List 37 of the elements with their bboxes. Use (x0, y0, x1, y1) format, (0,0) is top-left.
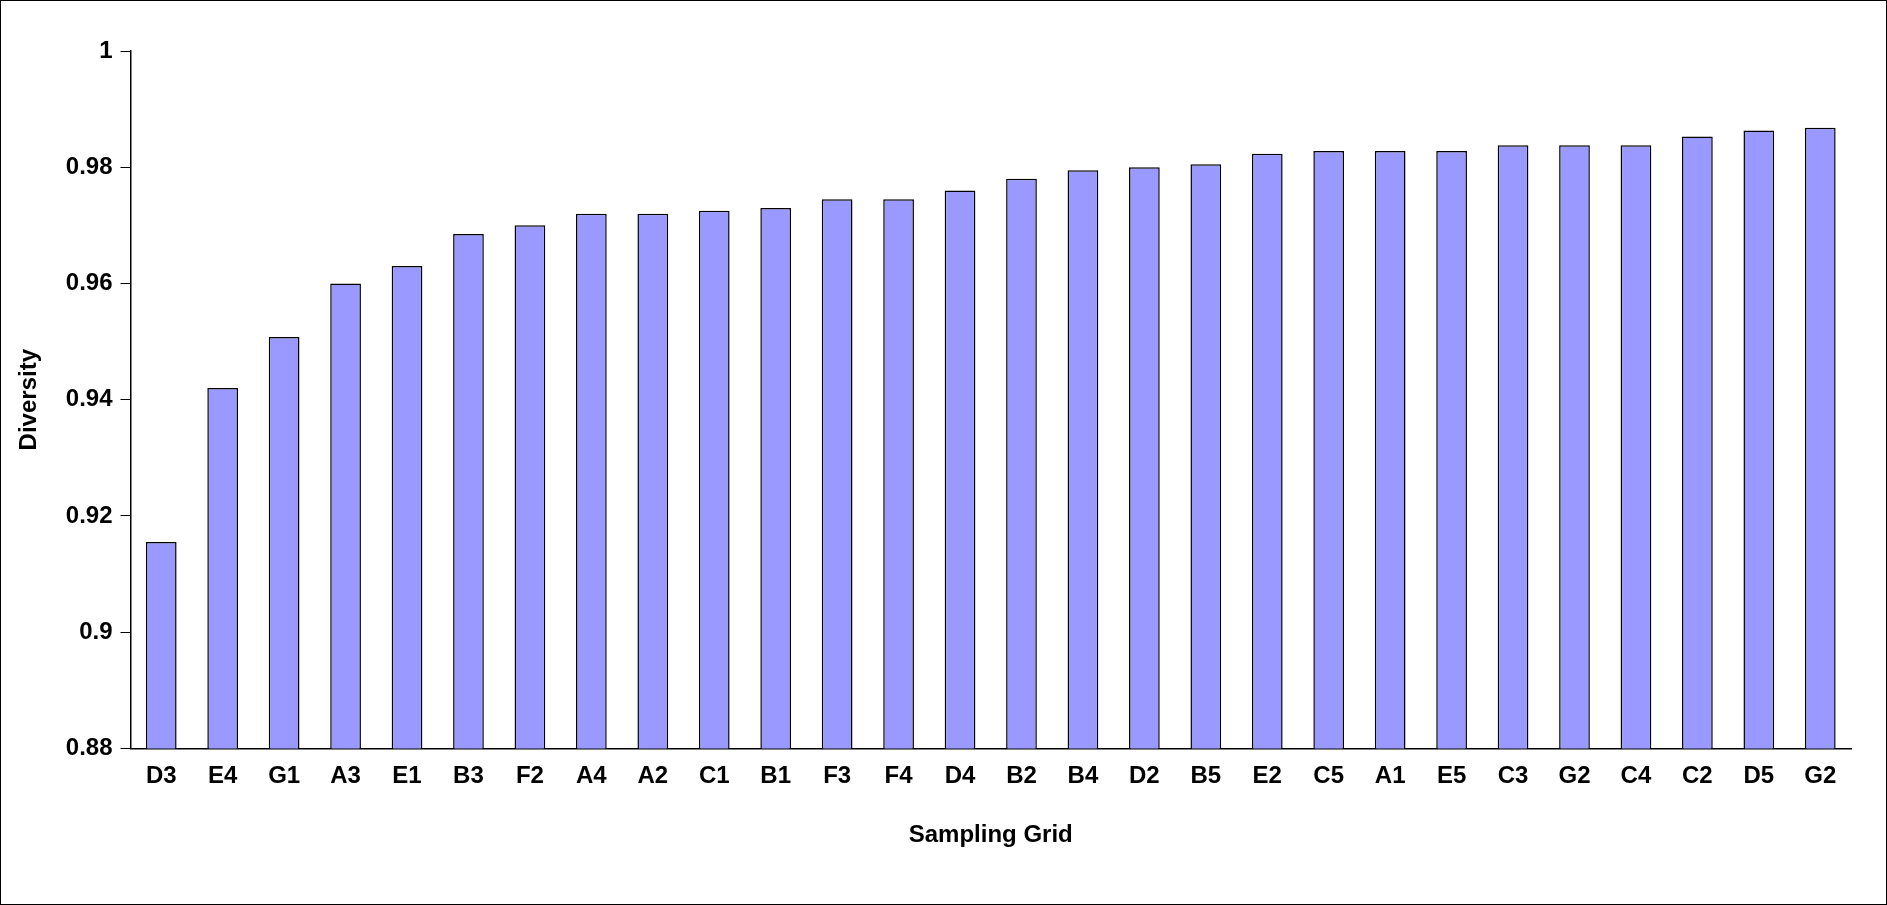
x-tick-label: B1 (760, 761, 792, 789)
x-tick-label: F3 (823, 761, 852, 789)
x-tick-label: A2 (637, 761, 669, 789)
x-tick-label: G2 (1804, 761, 1837, 789)
x-tick-label: G2 (1558, 761, 1591, 789)
x-tick-label: C4 (1620, 761, 1652, 789)
x-tick-label: A1 (1374, 761, 1406, 789)
y-tick-label: 0.9 (79, 616, 113, 644)
x-tick-label: D4 (944, 761, 977, 789)
x-tick-label: A4 (576, 761, 608, 789)
x-tick-label: B3 (453, 761, 484, 789)
x-tick-label: B4 (1067, 761, 1099, 789)
x-tick-label: D5 (1743, 761, 1775, 789)
x-tick-label: E5 (1436, 761, 1467, 789)
y-tick-label: 0.92 (65, 500, 113, 528)
y-tick-label: 0.98 (65, 151, 113, 179)
y-axis-title: Diversity (14, 348, 42, 451)
x-tick-label: D3 (145, 761, 177, 789)
y-tick-label: 0.94 (65, 384, 114, 412)
x-tick-label: C1 (698, 761, 730, 789)
x-tick-label: G1 (268, 761, 301, 789)
y-tick-label: 0.96 (65, 268, 113, 296)
y-tick-label: 0.88 (65, 733, 113, 761)
x-tick-label: B2 (1006, 761, 1037, 789)
x-tick-label: F2 (515, 761, 544, 789)
x-tick-label: F4 (884, 761, 914, 789)
x-tick-label: C3 (1497, 761, 1529, 789)
x-tick-label: E4 (208, 761, 239, 789)
x-tick-label: E1 (392, 761, 422, 789)
y-tick-label: 1 (99, 35, 113, 63)
x-tick-label: C2 (1682, 761, 1713, 789)
x-tick-label: C5 (1313, 761, 1345, 789)
x-axis-title: Sampling Grid (908, 820, 1073, 848)
x-tick-label: A3 (330, 761, 361, 789)
x-tick-label: E2 (1252, 761, 1282, 789)
x-tick-label: B5 (1190, 761, 1222, 789)
x-tick-label: D2 (1129, 761, 1160, 789)
